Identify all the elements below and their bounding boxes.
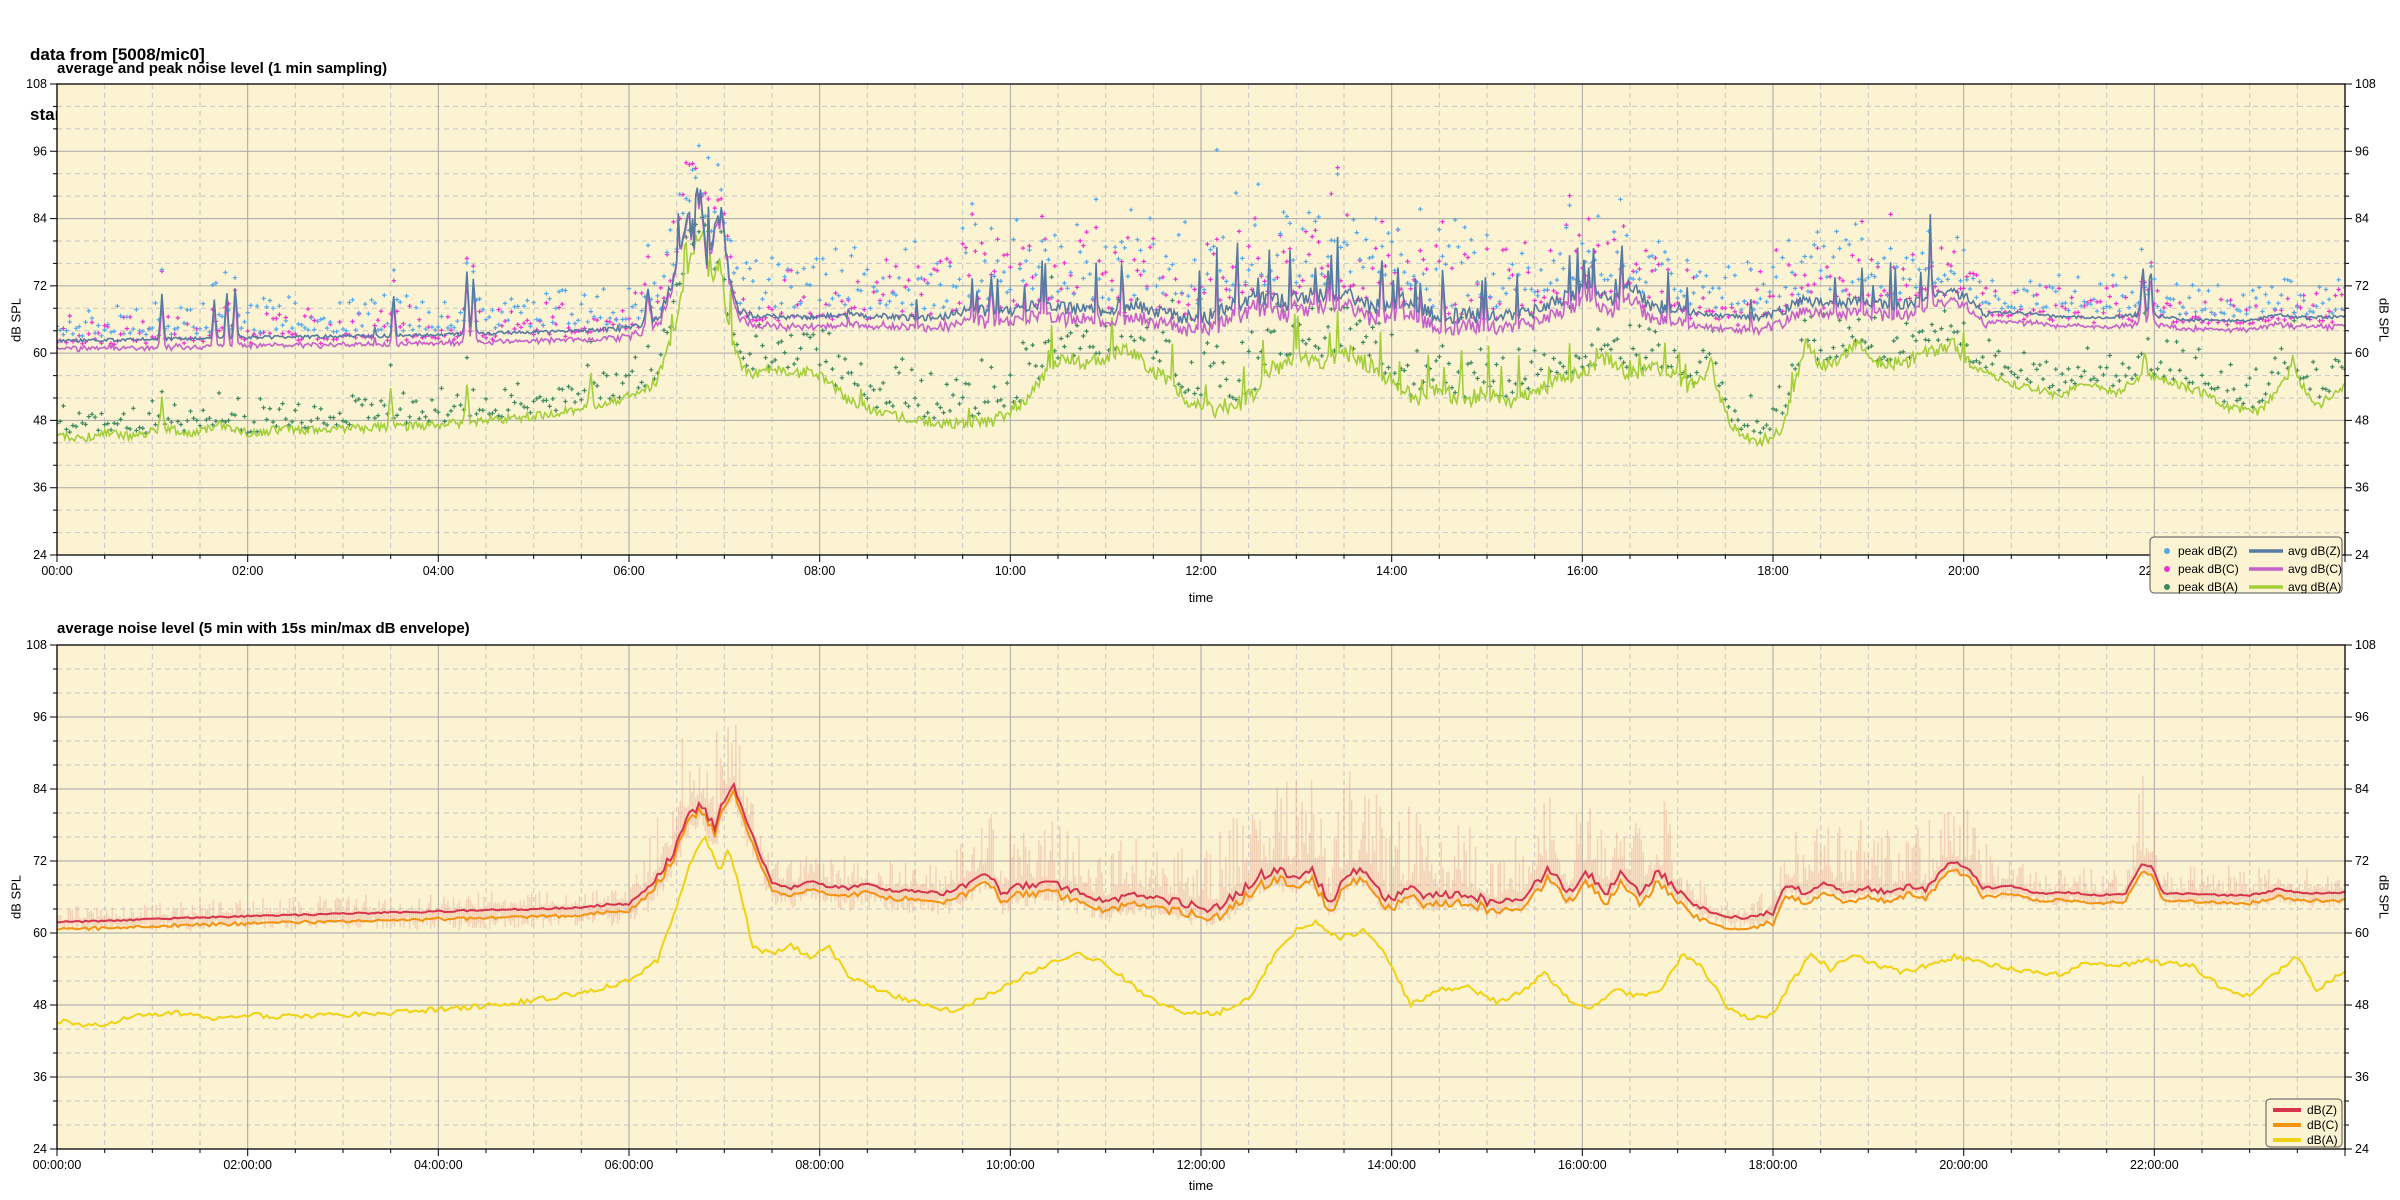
grid-major bbox=[57, 645, 2345, 1149]
svg-text:dB(Z): dB(Z) bbox=[2307, 1103, 2337, 1117]
svg-text:20:00:00: 20:00:00 bbox=[1939, 1158, 1988, 1172]
svg-text:08:00:00: 08:00:00 bbox=[795, 1158, 844, 1172]
svg-text:60: 60 bbox=[2355, 926, 2369, 940]
legend-dot-icon bbox=[2164, 548, 2170, 554]
svg-text:avg dB(A): avg dB(A) bbox=[2288, 580, 2341, 594]
top-chart: 108 108 96 96 84 84 72 72 60 60 48 48 36 36 24 24 00:00 0… bbox=[26, 77, 2376, 594]
svg-text:04:00:00: 04:00:00 bbox=[414, 1158, 463, 1172]
avg-dbc-line bbox=[57, 190, 2345, 353]
svg-text:10:00: 10:00 bbox=[995, 564, 1026, 578]
svg-text:108: 108 bbox=[2355, 77, 2376, 91]
bottom-xlabel: time bbox=[1188, 1178, 1214, 1193]
dbc-5min-line bbox=[57, 787, 2345, 932]
svg-text:02:00:00: 02:00:00 bbox=[223, 1158, 272, 1172]
axis-ticks bbox=[50, 83, 2352, 562]
svg-text:08:00: 08:00 bbox=[804, 564, 835, 578]
svg-text:24: 24 bbox=[2355, 1142, 2369, 1156]
svg-text:12:00:00: 12:00:00 bbox=[1177, 1158, 1226, 1172]
svg-text:48: 48 bbox=[2355, 998, 2369, 1012]
svg-text:24: 24 bbox=[2355, 548, 2369, 562]
top-chart-title: average and peak noise level (1 min samp… bbox=[57, 60, 388, 77]
axis-ticks bbox=[50, 644, 2352, 1156]
svg-text:18:00:00: 18:00:00 bbox=[1749, 1158, 1798, 1172]
legend-dot-icon bbox=[2164, 584, 2170, 590]
svg-text:108: 108 bbox=[26, 77, 47, 91]
bottom-chart-title: average noise level (5 min with 15s min/… bbox=[57, 620, 470, 637]
series-layer bbox=[57, 143, 2345, 448]
svg-text:96: 96 bbox=[2355, 710, 2369, 724]
avg-dbz-line bbox=[57, 187, 2345, 344]
svg-text:02:00: 02:00 bbox=[232, 564, 263, 578]
peak-dbz-scatter bbox=[57, 143, 2345, 339]
svg-text:72: 72 bbox=[2355, 279, 2369, 293]
svg-text:00:00: 00:00 bbox=[41, 564, 72, 578]
tick-labels: 108 108 96 96 84 84 72 72 60 60 48 48 36 36 24 24 00:00:… bbox=[26, 638, 2376, 1172]
svg-text:peak dB(Z): peak dB(Z) bbox=[2178, 544, 2237, 558]
svg-text:20:00: 20:00 bbox=[1948, 564, 1979, 578]
peak-dba-scatter bbox=[57, 215, 2345, 436]
svg-text:00:00:00: 00:00:00 bbox=[33, 1158, 82, 1172]
svg-text:36: 36 bbox=[2355, 1070, 2369, 1084]
svg-text:108: 108 bbox=[26, 638, 47, 652]
svg-text:22:00:00: 22:00:00 bbox=[2130, 1158, 2179, 1172]
svg-text:72: 72 bbox=[33, 854, 47, 868]
dbz-5min-line bbox=[57, 781, 2345, 924]
svg-text:06:00:00: 06:00:00 bbox=[605, 1158, 654, 1172]
avg-dba-line bbox=[57, 229, 2345, 448]
svg-text:10:00:00: 10:00:00 bbox=[986, 1158, 1035, 1172]
svg-text:24: 24 bbox=[33, 548, 47, 562]
svg-text:12:00: 12:00 bbox=[1185, 564, 1216, 578]
svg-text:06:00: 06:00 bbox=[613, 564, 644, 578]
svg-text:dB(A): dB(A) bbox=[2307, 1133, 2338, 1147]
svg-text:dB(C): dB(C) bbox=[2307, 1118, 2338, 1132]
svg-text:72: 72 bbox=[2355, 854, 2369, 868]
series-layer bbox=[57, 724, 2345, 1028]
legend-dot-icon bbox=[2164, 566, 2170, 572]
svg-text:16:00:00: 16:00:00 bbox=[1558, 1158, 1607, 1172]
svg-text:60: 60 bbox=[2355, 346, 2369, 360]
svg-text:18:00: 18:00 bbox=[1757, 564, 1788, 578]
header-line1: data from [5008/mic0] bbox=[30, 45, 205, 64]
svg-text:48: 48 bbox=[33, 413, 47, 427]
svg-text:84: 84 bbox=[33, 782, 47, 796]
svg-text:36: 36 bbox=[2355, 481, 2369, 495]
svg-text:avg dB(C): avg dB(C) bbox=[2288, 562, 2342, 576]
svg-text:48: 48 bbox=[2355, 413, 2369, 427]
svg-text:14:00:00: 14:00:00 bbox=[1367, 1158, 1416, 1172]
svg-text:peak dB(A): peak dB(A) bbox=[2178, 580, 2238, 594]
svg-text:avg dB(Z): avg dB(Z) bbox=[2288, 544, 2341, 558]
svg-text:96: 96 bbox=[2355, 144, 2369, 158]
svg-text:96: 96 bbox=[33, 144, 47, 158]
bottom-chart-legend: dB(Z)dB(C)dB(A) bbox=[2265, 1098, 2343, 1148]
svg-text:36: 36 bbox=[33, 1070, 47, 1084]
svg-text:84: 84 bbox=[33, 212, 47, 226]
svg-text:48: 48 bbox=[33, 998, 47, 1012]
svg-text:24: 24 bbox=[33, 1142, 47, 1156]
svg-text:36: 36 bbox=[33, 481, 47, 495]
svg-text:108: 108 bbox=[2355, 638, 2376, 652]
svg-text:60: 60 bbox=[33, 926, 47, 940]
svg-text:84: 84 bbox=[2355, 212, 2369, 226]
svg-text:84: 84 bbox=[2355, 782, 2369, 796]
top-xlabel: time bbox=[1188, 590, 1214, 605]
svg-text:peak dB(C): peak dB(C) bbox=[2178, 562, 2239, 576]
svg-text:04:00: 04:00 bbox=[423, 564, 454, 578]
svg-text:60: 60 bbox=[33, 346, 47, 360]
bottom-chart: 108 108 96 96 84 84 72 72 60 60 48 48 36 36 24 24 00:00:… bbox=[26, 638, 2376, 1172]
tick-labels: 108 108 96 96 84 84 72 72 60 60 48 48 36 36 24 24 00:00 0… bbox=[26, 77, 2376, 578]
dba-5min-line bbox=[57, 834, 2345, 1028]
svg-text:16:00: 16:00 bbox=[1567, 564, 1598, 578]
top-chart-legend: peak dB(Z) avg dB(Z) peak dB(C) avg dB(C) pe… bbox=[2149, 536, 2343, 594]
svg-text:14:00: 14:00 bbox=[1376, 564, 1407, 578]
svg-text:72: 72 bbox=[33, 279, 47, 293]
svg-text:96: 96 bbox=[33, 710, 47, 724]
